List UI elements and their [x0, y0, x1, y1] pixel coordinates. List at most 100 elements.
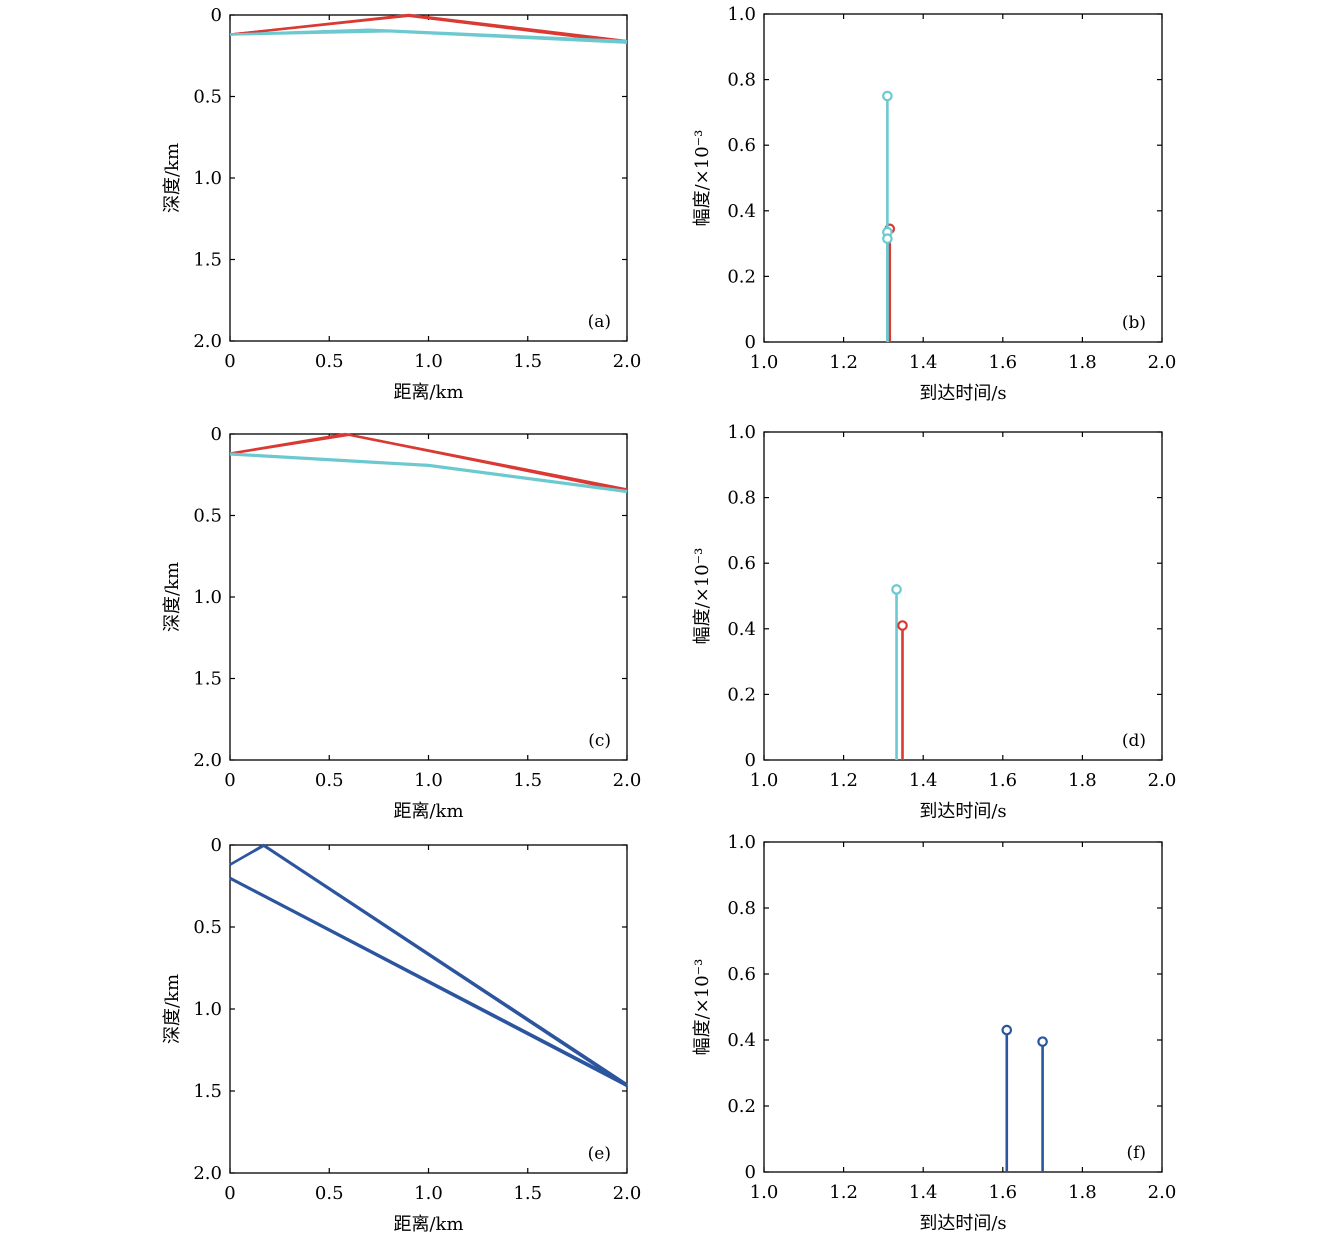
x-tick-label: 1.0	[750, 352, 779, 373]
y-tick-label: 0	[745, 1162, 756, 1183]
ray-path-red	[229, 14, 628, 44]
y-tick-label: 1.5	[193, 250, 222, 271]
y-tick-label: 0.5	[193, 87, 222, 108]
x-tick-label: 1.6	[988, 770, 1017, 791]
x-tick-label: 2.0	[613, 1183, 642, 1204]
x-tick-label: 1.0	[414, 770, 443, 791]
y-tick-label: 1.0	[193, 999, 222, 1020]
y-tick-label: 0.4	[727, 201, 756, 222]
ray-path-red	[229, 433, 628, 493]
y-tick-label: 0	[211, 424, 222, 445]
x-tick-label: 1.5	[513, 770, 542, 791]
x-tick-label: 1.4	[909, 770, 938, 791]
y-tick-label: 0.2	[727, 684, 756, 705]
y-tick-label: 0	[211, 5, 222, 26]
x-tick-label: 1.8	[1068, 1182, 1097, 1203]
plot-frame	[229, 14, 628, 342]
x-tick-label: 1.6	[988, 352, 1017, 373]
stem-marker-red	[897, 620, 908, 631]
y-axis-label: 深度/km	[162, 562, 183, 632]
panel-d: 1.0 1.2 1.4 1.6 1.8 2.0 0 0.2 0.4 0.6 0.8 1.0 到达时间/s…	[692, 422, 1176, 822]
ray-path-cyan	[229, 453, 628, 494]
y-tick-label: 0.8	[727, 898, 756, 919]
ray-path-blue	[229, 877, 628, 1088]
x-tick-label: 1.5	[513, 1183, 542, 1204]
x-tick-label: 1.2	[829, 1182, 858, 1203]
y-tick-label: 0.2	[727, 266, 756, 287]
x-axis-label: 距离/km	[393, 801, 463, 822]
y-tick-label: 1.0	[727, 4, 756, 25]
stem-marker-cyan	[882, 90, 893, 102]
x-tick-label: 2.0	[613, 770, 642, 791]
ray-path-blue	[229, 844, 628, 1088]
x-tick-label: 1.6	[988, 1182, 1017, 1203]
y-axis-label: 幅度/×10⁻³	[692, 959, 713, 1056]
x-tick-label: 2.0	[1148, 770, 1177, 791]
y-tick-label: 0.5	[193, 506, 222, 527]
x-tick-label: 1.0	[414, 351, 443, 372]
x-tick-label: 2.0	[613, 351, 642, 372]
panel-b: 1.0 1.2 1.4 1.6 1.8 2.0 0 0.2 0.4 0.6 0.8 1.0 到达时间/s…	[692, 4, 1176, 404]
panel-label: (c)	[588, 731, 611, 751]
y-tick-label: 0	[745, 332, 756, 353]
stem-marker-cyan	[891, 584, 902, 595]
y-tick-label: 0.6	[727, 964, 756, 985]
x-tick-label: 0	[224, 770, 235, 791]
y-tick-label: 0	[745, 750, 756, 771]
plot-frame	[763, 841, 1163, 1173]
ray-path-cyan	[229, 30, 628, 44]
x-tick-label: 1.4	[909, 1182, 938, 1203]
y-tick-label: 0.5	[193, 917, 222, 938]
x-axis-label: 到达时间/s	[919, 1213, 1006, 1234]
x-tick-label: 1.0	[414, 1183, 443, 1204]
x-axis-label: 到达时间/s	[919, 383, 1006, 404]
y-tick-label: 1.0	[193, 168, 222, 189]
panel-label: (a)	[588, 312, 611, 332]
y-tick-label: 0.8	[727, 70, 756, 91]
panel-label: (d)	[1122, 731, 1146, 751]
y-tick-label: 2.0	[193, 1163, 222, 1184]
x-tick-label: 2.0	[1148, 352, 1177, 373]
stem-marker-blue	[1037, 1036, 1048, 1047]
x-tick-label: 0.5	[315, 770, 344, 791]
y-tick-label: 1.0	[727, 832, 756, 853]
panel-label: (b)	[1122, 313, 1146, 333]
y-tick-label: 0.6	[727, 135, 756, 156]
x-axis-label: 距离/km	[393, 1214, 463, 1235]
y-tick-label: 0.6	[727, 553, 756, 574]
panel-f: 1.0 1.2 1.4 1.6 1.8 2.0 0 0.2 0.4 0.6 0.8 1.0 到达时间/s…	[692, 832, 1176, 1234]
ray-path-red	[229, 432, 628, 491]
plot-frame	[229, 844, 628, 1174]
x-tick-label: 0	[224, 351, 235, 372]
y-tick-label: 0.2	[727, 1096, 756, 1117]
x-tick-label: 1.0	[750, 770, 779, 791]
y-tick-label: 1.0	[193, 587, 222, 608]
x-tick-label: 0.5	[315, 351, 344, 372]
x-tick-label: 1.0	[750, 1182, 779, 1203]
plot-frame	[763, 431, 1163, 761]
y-tick-label: 1.5	[193, 669, 222, 690]
x-tick-label: 0	[224, 1183, 235, 1204]
stem-marker-blue	[1001, 1024, 1013, 1036]
y-axis-label: 深度/km	[162, 974, 183, 1044]
x-tick-label: 0.5	[315, 1183, 344, 1204]
y-tick-label: 1.0	[727, 422, 756, 443]
x-tick-label: 1.2	[829, 352, 858, 373]
plot-frame	[763, 13, 1163, 343]
x-tick-label: 2.0	[1148, 1182, 1177, 1203]
x-tick-label: 1.4	[909, 352, 938, 373]
y-axis-label: 幅度/×10⁻³	[692, 548, 713, 645]
y-tick-label: 0	[211, 835, 222, 856]
y-axis-label: 幅度/×10⁻³	[692, 130, 713, 227]
ray-path-cyan	[229, 452, 628, 493]
x-tick-label: 1.8	[1068, 352, 1097, 373]
x-tick-label: 1.2	[829, 770, 858, 791]
y-tick-label: 1.5	[193, 1081, 222, 1102]
x-tick-label: 1.8	[1068, 770, 1097, 791]
stem-marker-cyan	[882, 233, 893, 244]
x-tick-label: 1.5	[513, 351, 542, 372]
panel-label: (f)	[1126, 1143, 1146, 1163]
